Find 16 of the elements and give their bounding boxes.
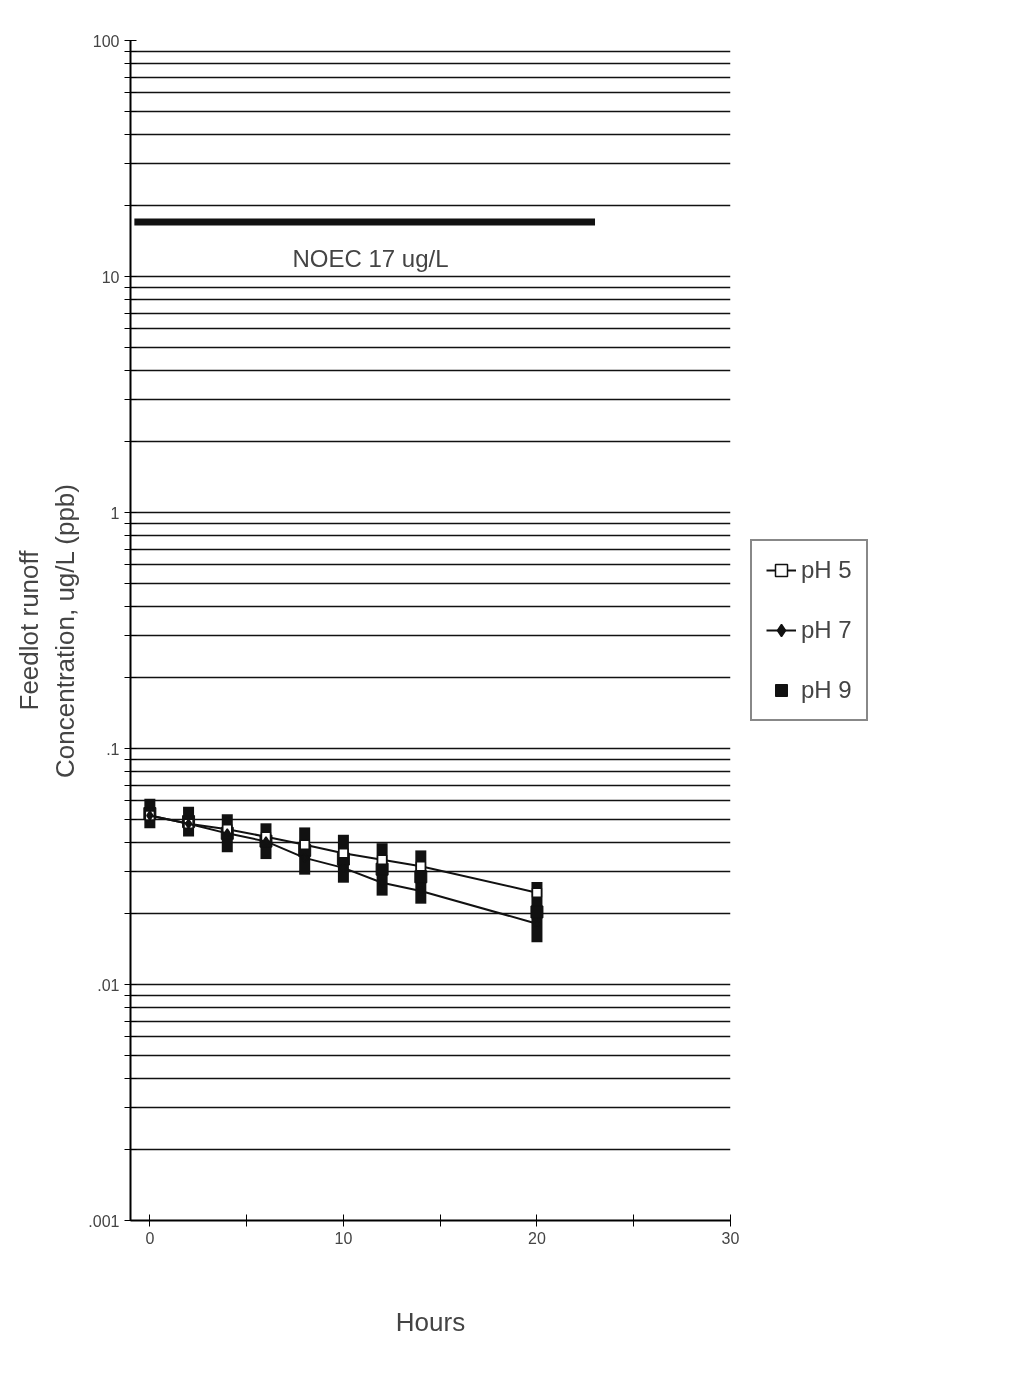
y-tick-label: .1: [106, 740, 120, 758]
legend-label: pH 7: [801, 616, 852, 644]
y-tick-label: .001: [88, 1212, 120, 1230]
x-axis-title: Hours: [395, 1306, 466, 1337]
annotation: NOEC 17 ug/L: [292, 245, 449, 273]
y-tick-label: 1: [110, 504, 120, 522]
x-tick-label: 30: [721, 1229, 740, 1247]
y-tick-label: 100: [92, 32, 120, 50]
x-tick-label: 20: [528, 1229, 546, 1247]
y-tick-label: 10: [101, 268, 120, 286]
legend-label: pH 9: [801, 676, 852, 704]
legend-label: pH 5: [801, 556, 852, 584]
x-tick-label: 0: [145, 1229, 155, 1247]
y-axis-title: Feedlot runoff Concentration, ug/L (ppb): [14, 484, 81, 778]
x-tick-label: 10: [334, 1229, 353, 1247]
y-tick-label: .01: [97, 976, 120, 994]
